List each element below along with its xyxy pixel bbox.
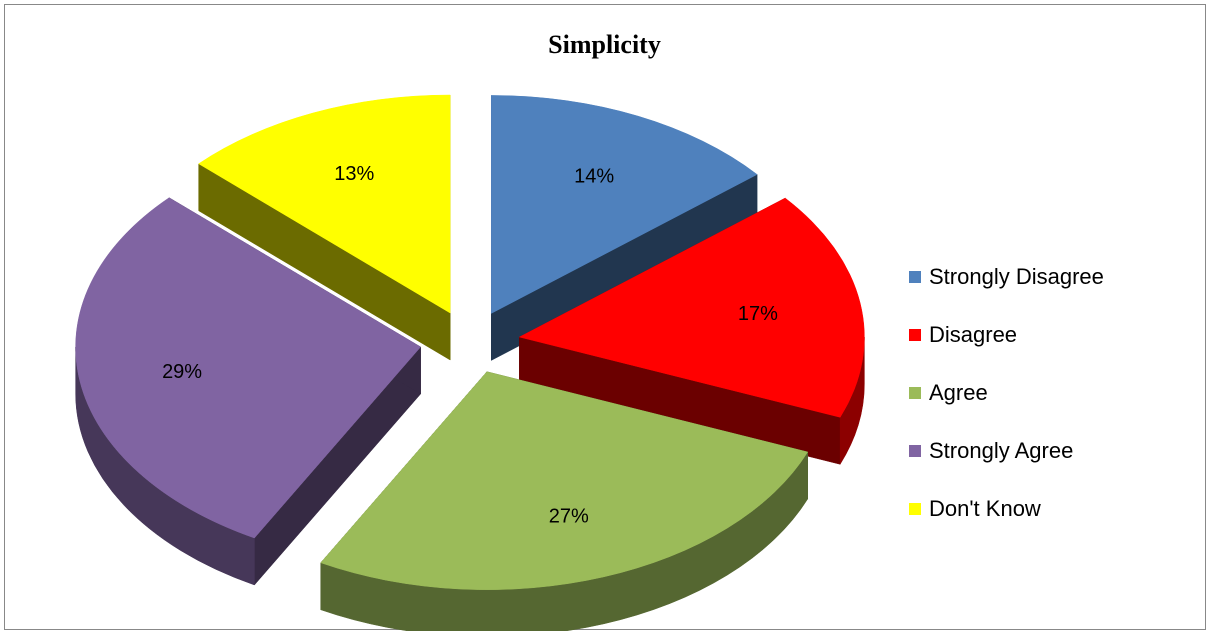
- legend-item-disagree: Disagree: [909, 306, 1104, 364]
- legend-item-strongly-disagree: Strongly Disagree: [909, 248, 1104, 306]
- legend-swatch-strongly-agree: [909, 445, 921, 457]
- legend: Strongly Disagree Disagree Agree Strongl…: [909, 248, 1104, 538]
- pie-label-strongly-agree: 29%: [162, 361, 202, 383]
- pie-slice-don-t-know: [198, 94, 451, 361]
- pie-top-strongly-agree: [75, 197, 422, 539]
- pie-slice-strongly-disagree: [491, 95, 758, 361]
- pie-top-agree: [320, 371, 809, 590]
- legend-label-disagree: Disagree: [929, 322, 1018, 347]
- pie-top-strongly-disagree: [491, 95, 758, 314]
- pie-label-agree: 27%: [549, 505, 589, 527]
- legend-item-strongly-agree: Strongly Agree: [909, 422, 1104, 480]
- pie-slice-strongly-agree: [75, 197, 422, 586]
- legend-item-agree: Agree: [909, 364, 1104, 422]
- legend-label-agree: Agree: [929, 380, 988, 405]
- pie-slice-agree: [320, 371, 809, 631]
- pie-label-disagree: 17%: [738, 303, 778, 325]
- legend-label-strongly-agree: Strongly Agree: [929, 438, 1074, 463]
- pie-label-strongly-disagree: 14%: [574, 165, 614, 187]
- chart-title: Simplicity: [548, 30, 661, 59]
- legend-item-dont-know: Don't Know: [909, 480, 1104, 538]
- legend-swatch-dont-know: [909, 503, 921, 515]
- legend-label-strongly-disagree: Strongly Disagree: [929, 264, 1104, 289]
- legend-swatch-disagree: [909, 329, 921, 341]
- pie-label-don-t-know: 13%: [334, 163, 374, 185]
- legend-swatch-strongly-disagree: [909, 271, 921, 283]
- legend-swatch-agree: [909, 387, 921, 399]
- pie-top-don-t-know: [198, 94, 451, 314]
- pie-top-disagree: [518, 197, 865, 418]
- pie-slice-disagree: [518, 197, 865, 466]
- legend-label-dont-know: Don't Know: [929, 496, 1041, 521]
